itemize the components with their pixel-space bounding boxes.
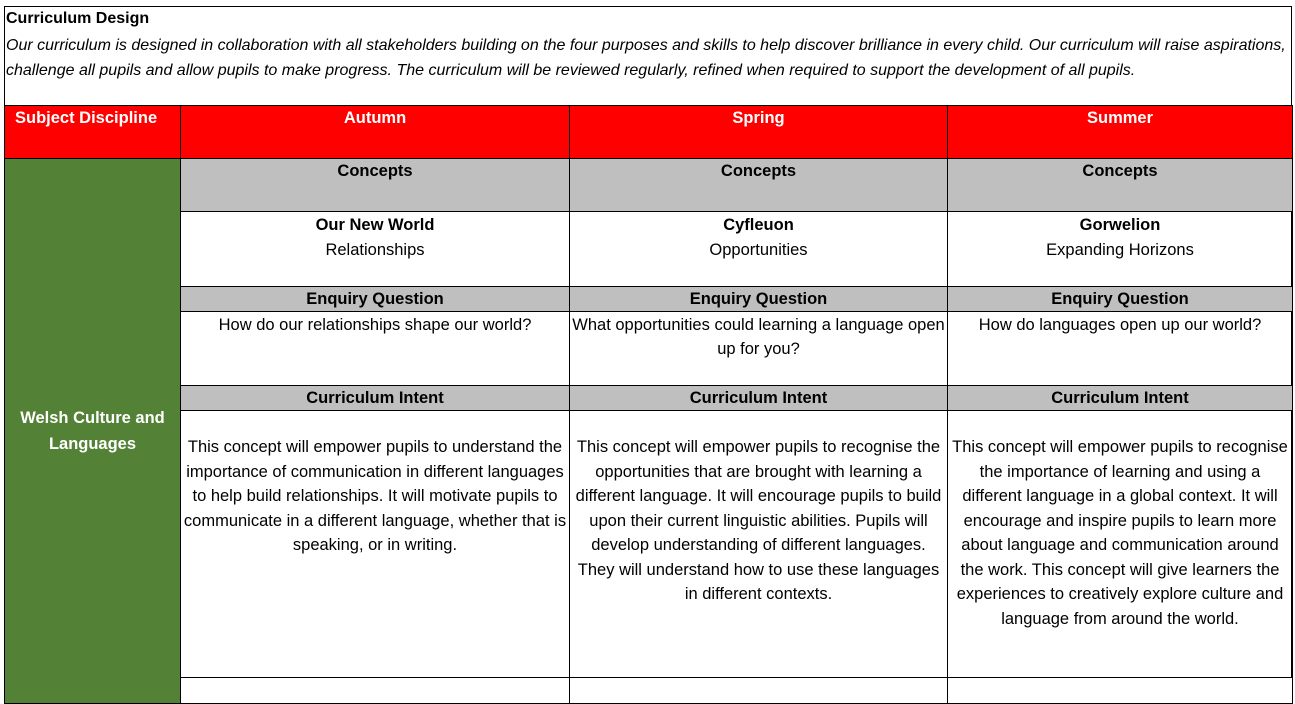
concept-autumn: Our New World Relationships (180, 211, 570, 287)
concepts-label-row: Welsh Culture and Languages Concepts Con… (4, 158, 1293, 704)
intent-label-autumn: Curriculum Intent (180, 385, 570, 411)
intent-row: This concept will empower pupils to unde… (5, 410, 1293, 704)
enquiry-label-spring: Enquiry Question (569, 286, 948, 312)
curriculum-table: Subject Discipline Autumn Spring Summer … (4, 105, 1293, 704)
header-subject-discipline: Subject Discipline (4, 105, 181, 159)
concepts-label-autumn: Concepts (180, 158, 570, 212)
concept-summer: Gorwelion Expanding Horizons (947, 211, 1293, 287)
intro-paragraph: Our curriculum is designed in collaborat… (6, 37, 1286, 79)
concepts-row: Our New World Relationships Cyfleuon Oppor… (5, 211, 1293, 287)
concept-title: Gorwelion (1079, 216, 1161, 234)
header-spring: Spring (569, 105, 948, 159)
intent-label-spring: Curriculum Intent (569, 385, 948, 411)
subject-cell: Welsh Culture and Languages (4, 158, 181, 704)
header-autumn: Autumn (180, 105, 570, 159)
concept-subtitle: Relationships (325, 241, 425, 259)
header-summer: Summer (947, 105, 1293, 159)
question-spring: What opportunities could learning a lang… (569, 311, 948, 386)
enquiry-row: How do our relationships shape our world… (5, 311, 1293, 386)
question-autumn: How do our relationships shape our world… (180, 311, 570, 386)
intent-autumn: This concept will empower pupils to unde… (180, 410, 570, 704)
enquiry-label-summer: Enquiry Question (947, 286, 1293, 312)
header-row: Subject Discipline Autumn Spring Summer (4, 105, 1293, 159)
enquiry-label-row: Enquiry Question Enquiry Question Enquir… (5, 286, 1293, 312)
intent-label-summer: Curriculum Intent (947, 385, 1293, 411)
document-title: Curriculum Design (6, 10, 150, 27)
concepts-label-summer: Concepts (947, 158, 1293, 212)
intent-spring: This concept will empower pupils to reco… (569, 410, 948, 704)
intent-summer: This concept will empower pupils to reco… (947, 410, 1293, 704)
concept-title: Our New World (315, 216, 435, 234)
concept-spring: Cyfleuon Opportunities (569, 211, 948, 287)
concepts-label-spring: Concepts (569, 158, 948, 212)
question-summer: How do languages open up our world? (947, 311, 1293, 386)
concept-title: Cyfleuon (723, 216, 794, 234)
intent-label-row: Curriculum Intent Curriculum Intent Curr… (5, 385, 1293, 411)
concept-subtitle: Expanding Horizons (1046, 241, 1194, 259)
enquiry-label-autumn: Enquiry Question (180, 286, 570, 312)
concept-subtitle: Opportunities (709, 241, 808, 259)
